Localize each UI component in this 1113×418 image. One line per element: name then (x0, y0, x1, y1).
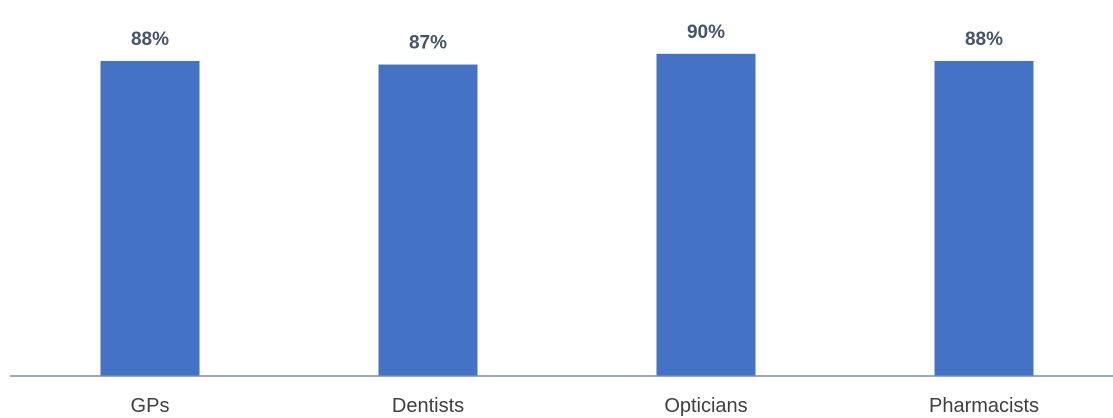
data-labels-layer: 88% 87% 90% 88% (131, 22, 1003, 54)
bar-pharmacists (934, 60, 1034, 377)
x-tick-label-dentists: Dentists (392, 395, 464, 417)
data-label-pharmacists: 88% (965, 29, 1003, 50)
x-tick-label-opticians: Opticians (664, 395, 747, 417)
data-label-opticians: 90% (687, 22, 725, 43)
bar-opticians (656, 53, 756, 377)
x-tick-label-pharmacists: Pharmacists (929, 395, 1039, 417)
bar-dentists (378, 64, 478, 376)
x-tick-label-gps: GPs (131, 395, 170, 417)
data-label-dentists: 87% (409, 33, 447, 54)
x-tick-labels-layer: GPs Dentists Opticians Pharmacists (131, 395, 1039, 417)
bars-layer (100, 53, 1034, 377)
data-label-gps: 88% (131, 29, 169, 50)
bar-gps (100, 60, 200, 377)
